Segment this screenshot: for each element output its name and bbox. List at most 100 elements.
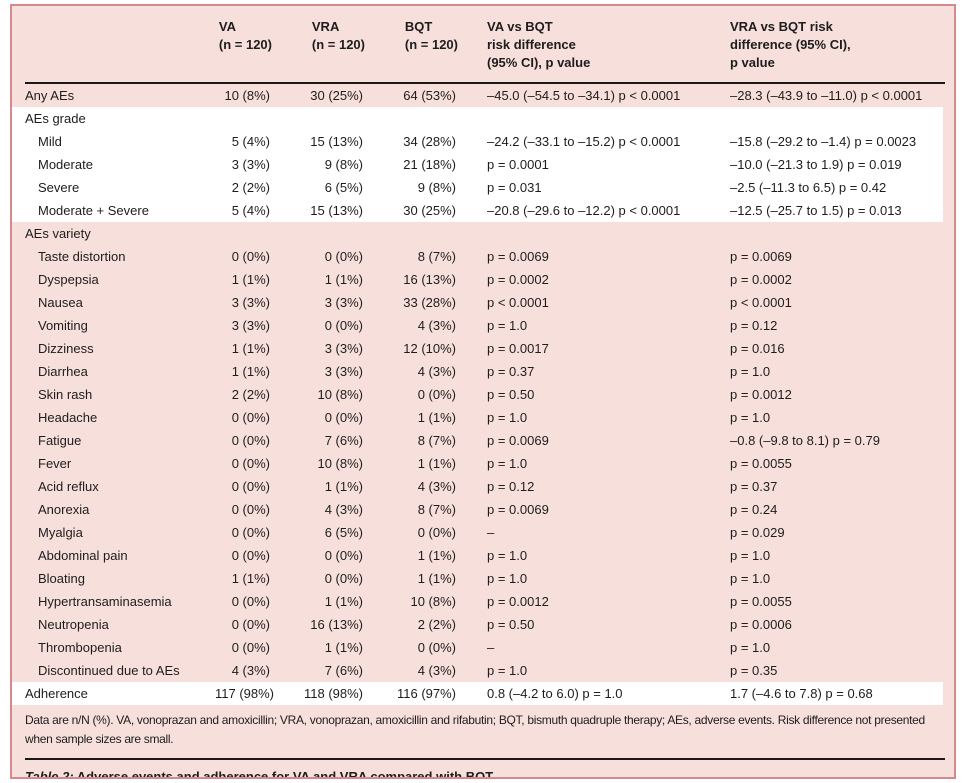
row-label: Hypertransaminasemia bbox=[38, 594, 172, 609]
row-label: Moderate bbox=[38, 157, 93, 172]
cell-va-vs-bqt-risk-difference: p = 0.0069 bbox=[487, 249, 549, 264]
row-label: Abdominal pain bbox=[38, 548, 128, 563]
cell-bqt: 8 (7%) bbox=[417, 433, 456, 448]
cell-va-vs-bqt-risk-difference: p = 0.37 bbox=[487, 364, 535, 379]
cell-bqt: 10 (8%) bbox=[410, 594, 456, 609]
cell-va: 2 (2%) bbox=[231, 180, 270, 195]
cell-vra: 0 (0%) bbox=[324, 571, 363, 586]
cell-va: 10 (8%) bbox=[224, 88, 270, 103]
table-row: Nausea 3 (3%) 3 (3%) 33 (28%) p < 0.0001… bbox=[12, 291, 943, 314]
header-cell-vra: VRA (n = 120) bbox=[311, 19, 365, 52]
table-row: Discontinued due to AEs 4 (3%) 7 (6%) 4 … bbox=[12, 659, 943, 682]
cell-vra: 6 (5%) bbox=[324, 180, 363, 195]
cell-bqt: 4 (3%) bbox=[417, 663, 456, 678]
cell-va: 0 (0%) bbox=[231, 525, 270, 540]
row-label: Myalgia bbox=[38, 525, 83, 540]
cell-vra-vs-bqt-risk-difference: p = 0.0069 bbox=[730, 249, 792, 264]
cell-vra-vs-bqt-risk-difference: p = 1.0 bbox=[730, 640, 771, 655]
cell-vra: 10 (8%) bbox=[317, 387, 363, 402]
cell-va: 3 (3%) bbox=[231, 318, 270, 333]
cell-va: 0 (0%) bbox=[231, 594, 270, 609]
header-cell-va-vs-bqt: VA vs BQT risk difference (95% CI), p va… bbox=[487, 19, 591, 70]
cell-bqt: 1 (1%) bbox=[417, 410, 456, 425]
cell-vra-vs-bqt-risk-difference: p = 1.0 bbox=[730, 548, 771, 563]
cell-vra: 0 (0%) bbox=[324, 410, 363, 425]
cell-vra-vs-bqt-risk-difference: p = 0.029 bbox=[730, 525, 785, 540]
cell-vra: 1 (1%) bbox=[324, 640, 363, 655]
cell-va: 0 (0%) bbox=[231, 479, 270, 494]
cell-va: 3 (3%) bbox=[231, 295, 270, 310]
cell-va-vs-bqt-risk-difference: p = 1.0 bbox=[487, 410, 528, 425]
cell-vra-vs-bqt-risk-difference: –12.5 (–25.7 to 1.5) p = 0.013 bbox=[730, 203, 902, 218]
table-row: Myalgia 0 (0%) 6 (5%) 0 (0%) – p = 0.029 bbox=[12, 521, 943, 544]
cell-va: 1 (1%) bbox=[231, 364, 270, 379]
table-body: Any AEs 10 (8%) 30 (25%) 64 (53%) –45.0 … bbox=[12, 84, 943, 705]
row-label: Nausea bbox=[38, 295, 83, 310]
cell-vra: 15 (13%) bbox=[310, 134, 363, 149]
cell-vra: 10 (8%) bbox=[317, 456, 363, 471]
row-label: Dizziness bbox=[38, 341, 94, 356]
cell-vra: 0 (0%) bbox=[324, 249, 363, 264]
cell-vra-vs-bqt-risk-difference: p = 0.0012 bbox=[730, 387, 792, 402]
cell-va-vs-bqt-risk-difference: p = 1.0 bbox=[487, 548, 528, 563]
cell-vra: 3 (3%) bbox=[324, 364, 363, 379]
cell-vra: 1 (1%) bbox=[324, 479, 363, 494]
row-label: Vomiting bbox=[38, 318, 88, 333]
cell-bqt: 0 (0%) bbox=[417, 525, 456, 540]
cell-vra-vs-bqt-risk-difference: –28.3 (–43.9 to –11.0) p < 0.0001 bbox=[730, 88, 923, 103]
table-row: Adherence 117 (98%) 118 (98%) 116 (97%) … bbox=[12, 682, 943, 705]
cell-vra-vs-bqt-risk-difference: p = 0.0006 bbox=[730, 617, 792, 632]
row-label: Discontinued due to AEs bbox=[38, 663, 180, 678]
cell-va-vs-bqt-risk-difference: – bbox=[487, 640, 495, 655]
header-cell-va: VA (n = 120) bbox=[218, 19, 272, 52]
cell-va: 0 (0%) bbox=[231, 617, 270, 632]
table-row: Fatigue 0 (0%) 7 (6%) 8 (7%) p = 0.0069 … bbox=[12, 429, 943, 452]
cell-vra: 4 (3%) bbox=[324, 502, 363, 517]
caption-label: Table 2: bbox=[25, 769, 74, 779]
cell-vra: 16 (13%) bbox=[310, 617, 363, 632]
cell-va-vs-bqt-risk-difference: p = 0.0001 bbox=[487, 157, 549, 172]
row-label: Any AEs bbox=[25, 88, 75, 103]
table-row: Acid reflux 0 (0%) 1 (1%) 4 (3%) p = 0.1… bbox=[12, 475, 943, 498]
cell-va: 0 (0%) bbox=[231, 249, 270, 264]
table-caption: Table 2: Adverse events and adherence fo… bbox=[12, 760, 954, 779]
cell-va: 0 (0%) bbox=[231, 456, 270, 471]
table-row: Any AEs 10 (8%) 30 (25%) 64 (53%) –45.0 … bbox=[12, 84, 943, 107]
header-divider-rule bbox=[25, 82, 945, 84]
cell-vra: 0 (0%) bbox=[324, 548, 363, 563]
table-row: Dyspepsia 1 (1%) 1 (1%) 16 (13%) p = 0.0… bbox=[12, 268, 943, 291]
cell-vra-vs-bqt-risk-difference: p = 1.0 bbox=[730, 571, 771, 586]
row-label: Fever bbox=[38, 456, 72, 471]
cell-vra: 118 (98%) bbox=[303, 686, 363, 701]
cell-va-vs-bqt-risk-difference: p = 0.0012 bbox=[487, 594, 549, 609]
cell-vra-vs-bqt-risk-difference: –2.5 (–11.3 to 6.5) p = 0.42 bbox=[730, 180, 887, 195]
cell-bqt: 116 (97%) bbox=[396, 686, 456, 701]
cell-vra-vs-bqt-risk-difference: p = 1.0 bbox=[730, 364, 771, 379]
cell-bqt: 0 (0%) bbox=[417, 387, 456, 402]
table-row: Headache 0 (0%) 0 (0%) 1 (1%) p = 1.0 p … bbox=[12, 406, 943, 429]
cell-va-vs-bqt-risk-difference: p < 0.0001 bbox=[487, 295, 549, 310]
cell-bqt: 16 (13%) bbox=[403, 272, 456, 287]
cell-va-vs-bqt-risk-difference: p = 0.0069 bbox=[487, 433, 549, 448]
cell-va: 4 (3%) bbox=[231, 663, 270, 678]
cell-bqt: 8 (7%) bbox=[417, 502, 456, 517]
row-label: Dyspepsia bbox=[38, 272, 99, 287]
cell-vra-vs-bqt-risk-difference: p = 0.24 bbox=[730, 502, 778, 517]
cell-va-vs-bqt-risk-difference: p = 1.0 bbox=[487, 318, 528, 333]
cell-vra: 1 (1%) bbox=[324, 594, 363, 609]
table-row: Dizziness 1 (1%) 3 (3%) 12 (10%) p = 0.0… bbox=[12, 337, 943, 360]
cell-vra: 3 (3%) bbox=[324, 341, 363, 356]
cell-vra-vs-bqt-risk-difference: 1.7 (–4.6 to 7.8) p = 0.68 bbox=[730, 686, 873, 701]
cell-va: 1 (1%) bbox=[231, 341, 270, 356]
cell-va: 5 (4%) bbox=[231, 134, 270, 149]
table-row: Hypertransaminasemia 0 (0%) 1 (1%) 10 (8… bbox=[12, 590, 943, 613]
cell-va-vs-bqt-risk-difference: p = 0.0069 bbox=[487, 502, 549, 517]
cell-va-vs-bqt-risk-difference: –45.0 (–54.5 to –34.1) p < 0.0001 bbox=[487, 88, 681, 103]
cell-vra-vs-bqt-risk-difference: p = 0.12 bbox=[730, 318, 778, 333]
row-label: Anorexia bbox=[38, 502, 90, 517]
cell-va: 117 (98%) bbox=[215, 686, 275, 701]
cell-vra-vs-bqt-risk-difference: p = 0.0055 bbox=[730, 594, 792, 609]
table-footnote: Data are n/N (%). VA, vonoprazan and amo… bbox=[25, 713, 925, 746]
cell-va-vs-bqt-risk-difference: p = 0.0002 bbox=[487, 272, 549, 287]
cell-vra-vs-bqt-risk-difference: p = 0.35 bbox=[730, 663, 778, 678]
